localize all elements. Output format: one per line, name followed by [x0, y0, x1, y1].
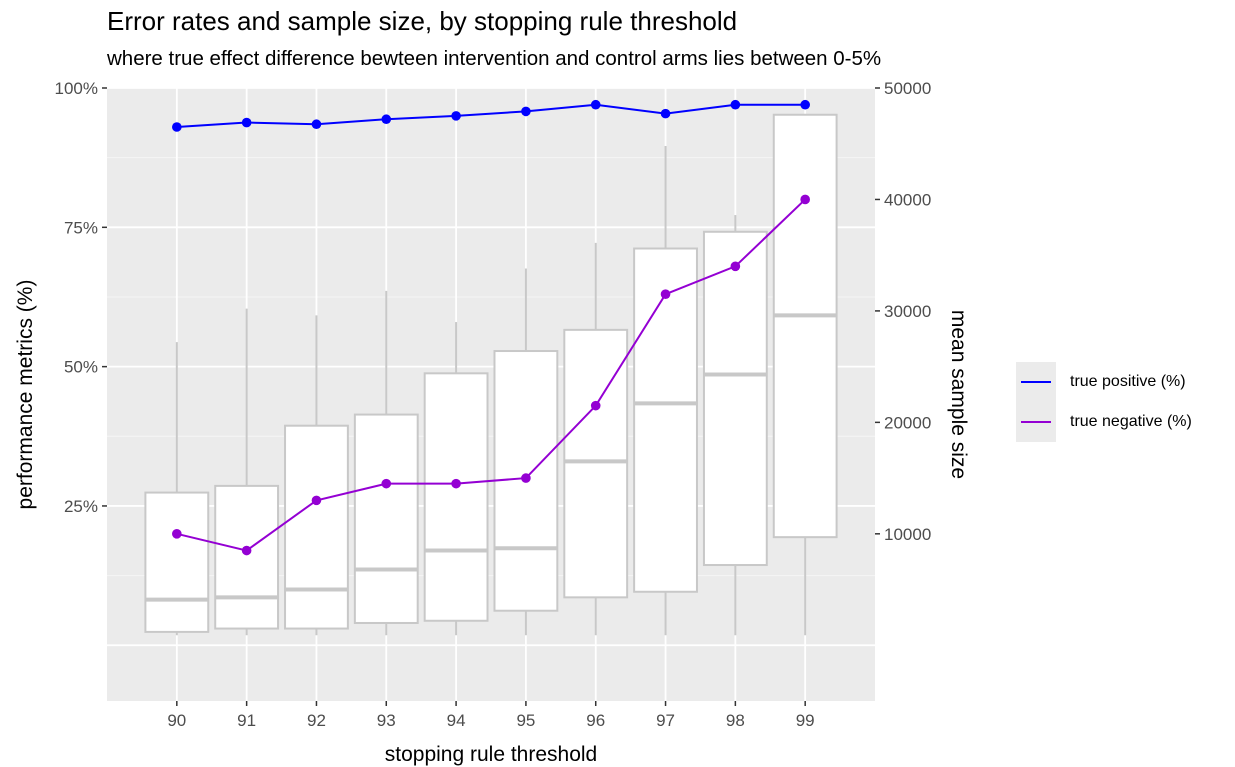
y2-axis-title: mean sample size: [947, 310, 970, 479]
x-tick-label: 91: [237, 711, 256, 730]
boxplot-box: [144, 491, 210, 633]
boxplot-box: [284, 424, 349, 630]
boxplot-90: [144, 342, 210, 636]
legend: true positive (%) true negative (%): [1016, 362, 1192, 442]
boxplot-box: [423, 372, 489, 622]
series-point-true-positive: [521, 106, 531, 117]
boxplot-93: [353, 290, 419, 636]
series-point-true-negative: [311, 495, 322, 506]
legend-key-true-negative: [1016, 402, 1056, 442]
y2-tick-label: 10000: [884, 525, 931, 544]
boxplot-97: [633, 145, 698, 636]
series-point-true-positive: [381, 114, 392, 125]
boxplot-box: [772, 113, 838, 539]
series-point-true-positive: [451, 111, 461, 121]
boxplot-box: [563, 328, 629, 599]
x-tick-label: 98: [726, 711, 745, 730]
series-line-true-negative: [176, 198, 806, 552]
chart-subtitle: where true effect difference bewteen int…: [107, 47, 882, 70]
boxplot-box: [633, 247, 698, 593]
y2-tick-label: 40000: [884, 190, 931, 209]
x-tick-label: 92: [307, 711, 326, 730]
series-point-true-positive: [241, 117, 252, 128]
boxplot-94: [423, 322, 489, 636]
series-line-true-positive: [176, 103, 806, 129]
series-point-true-negative: [730, 261, 741, 272]
chart-title: Error rates and sample size, by stopping…: [107, 6, 738, 36]
y-tick-label: 100%: [55, 79, 98, 98]
x-tick-label: 93: [377, 711, 396, 730]
x-tick-label: 96: [586, 711, 605, 730]
boxplot-box: [353, 413, 419, 624]
legend-label-true-positive: true positive (%): [1070, 373, 1186, 390]
series-point-true-positive: [311, 119, 322, 130]
y2-tick-label: 30000: [884, 302, 931, 321]
boxplot-98: [702, 215, 768, 636]
series-point-true-positive: [660, 108, 671, 119]
series-point-true-negative: [381, 478, 392, 489]
series-point-true-positive: [730, 99, 741, 110]
legend-item-true-negative: true negative (%): [1016, 402, 1192, 442]
boxplot-92: [284, 315, 349, 636]
legend-item-true-positive: true positive (%): [1016, 362, 1192, 402]
boxplot-box: [702, 230, 768, 567]
series-point-true-positive: [590, 99, 601, 110]
series-point-true-negative: [241, 545, 252, 556]
series-point-true-negative: [451, 478, 461, 489]
series-point-true-negative: [800, 194, 810, 205]
boxplot-box: [214, 484, 280, 630]
series-point-true-positive: [800, 99, 810, 110]
x-tick-label: 95: [516, 711, 535, 730]
boxplot-91: [214, 308, 280, 636]
y-axis-title: performance metrics (%): [14, 280, 37, 510]
x-tick-label: 94: [447, 711, 466, 730]
series-point-true-negative: [590, 400, 601, 411]
y-tick-label: 75%: [64, 218, 98, 237]
x-tick-label: 97: [656, 711, 675, 730]
legend-label-true-negative: true negative (%): [1070, 413, 1192, 430]
x-tick-label: 90: [167, 711, 186, 730]
y-tick-label: 50%: [64, 358, 98, 377]
x-tick-label: 99: [796, 711, 815, 730]
y2-tick-label: 50000: [884, 79, 931, 98]
y2-tick-label: 20000: [884, 413, 931, 432]
boxplot-99: [772, 113, 838, 636]
legend-key-true-positive: [1016, 362, 1056, 402]
y-tick-label: 25%: [64, 497, 98, 516]
series-point-true-negative: [660, 289, 671, 299]
series-point-true-negative: [521, 473, 531, 483]
series-point-true-positive: [172, 122, 182, 132]
x-axis-title: stopping rule threshold: [385, 743, 597, 766]
series-point-true-negative: [172, 529, 182, 539]
boxplot-96: [563, 242, 629, 636]
